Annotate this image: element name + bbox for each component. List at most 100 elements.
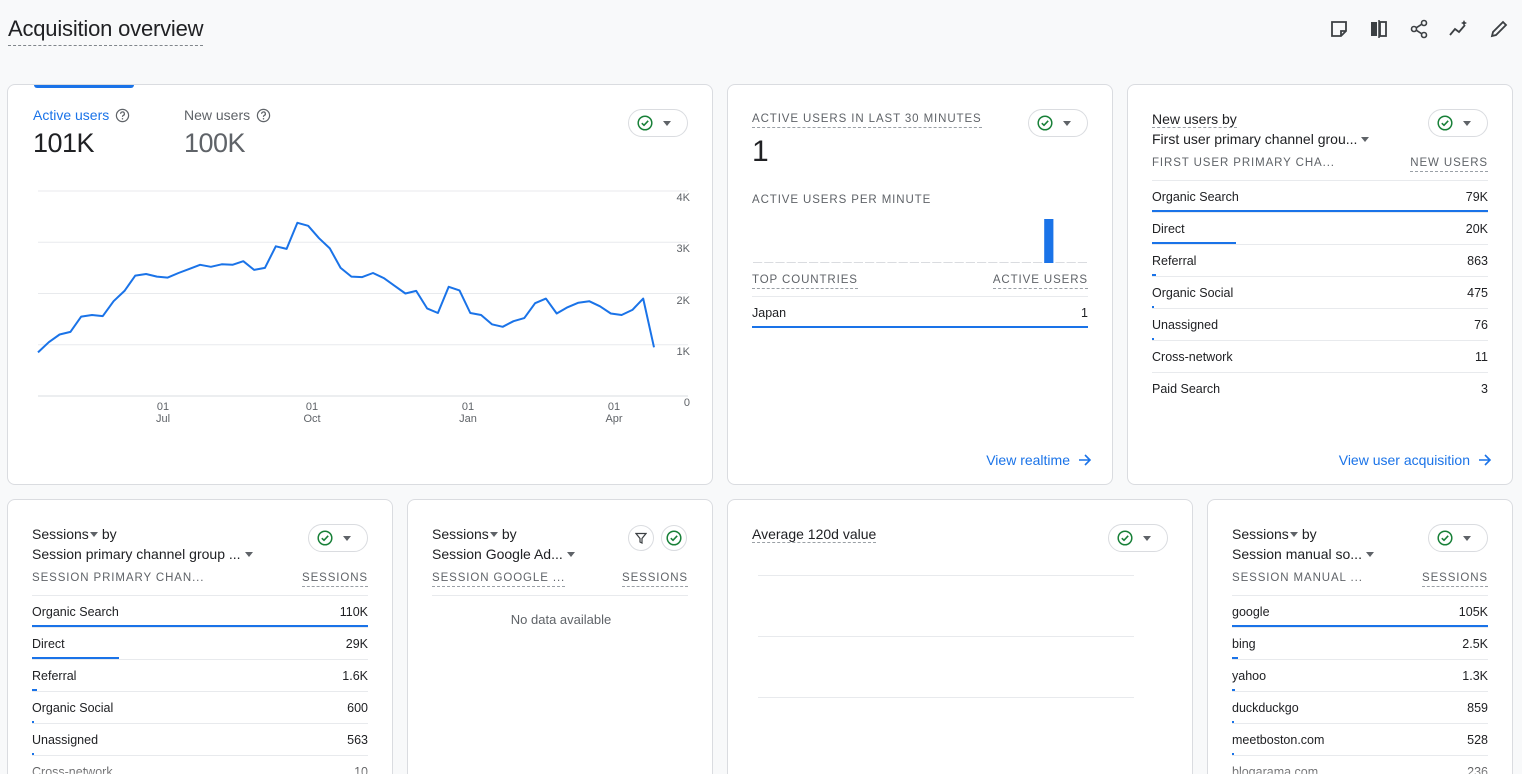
table-row[interactable]: Cross-network 11: [1152, 340, 1488, 372]
row-name: Referral: [1152, 254, 1197, 268]
data-quality-dropdown[interactable]: [628, 109, 688, 137]
table-row[interactable]: bing 2.5K: [1232, 627, 1488, 659]
row-value: 528: [1467, 733, 1488, 747]
realtime-title: ACTIVE USERS IN LAST 30 MINUTES: [752, 113, 982, 128]
share-icon[interactable]: [1406, 16, 1432, 42]
caret-down-icon: [566, 551, 575, 557]
dimension-selector[interactable]: Session Google Ad...: [432, 544, 577, 564]
table-row[interactable]: Direct 20K: [1152, 212, 1488, 244]
data-quality-dropdown[interactable]: [1428, 109, 1488, 137]
caret-down-icon: [1289, 531, 1298, 537]
row-name: Unassigned: [32, 733, 99, 747]
table-row[interactable]: Organic Search 79K: [1152, 180, 1488, 212]
row-value: 475: [1467, 286, 1488, 300]
active-users-tab[interactable]: Active users 101K: [33, 107, 130, 159]
col-active-users: ACTIVE USERS: [992, 274, 1088, 289]
row-bar: [1232, 625, 1488, 627]
table-row[interactable]: blogarama.com 236: [1232, 755, 1488, 774]
data-quality-dropdown[interactable]: [308, 524, 368, 552]
dimension-selector[interactable]: Session primary channel group ...: [32, 544, 255, 564]
row-value: 600: [347, 701, 368, 715]
compare-icon[interactable]: [1366, 16, 1392, 42]
help-icon[interactable]: [115, 108, 130, 123]
arrow-right-icon: [1079, 454, 1092, 466]
active-tab-indicator: [34, 85, 134, 88]
table-row[interactable]: Paid Search 3: [1152, 372, 1488, 404]
row-name: bing: [1232, 637, 1256, 651]
active-users-value: 101K: [33, 128, 95, 158]
table-row[interactable]: google 105K: [1232, 595, 1488, 627]
edit-icon[interactable]: [1486, 16, 1512, 42]
minute-baseline: [1077, 262, 1087, 263]
table-row[interactable]: Unassigned 76: [1152, 308, 1488, 340]
help-icon[interactable]: [256, 108, 271, 123]
y-tick-label: 3K: [676, 243, 690, 255]
row-bar: [32, 753, 35, 755]
gridline: [758, 575, 1134, 576]
active-users-label: Active users: [33, 107, 110, 123]
table-row[interactable]: Organic Search 110K: [32, 595, 368, 627]
minute-baseline: [842, 262, 852, 263]
table-row[interactable]: Cross-network 10: [32, 755, 368, 774]
metric-selector[interactable]: Sessions: [32, 526, 100, 542]
row-bar: [32, 657, 120, 659]
chevron-down-icon: [663, 120, 671, 126]
metric-selector[interactable]: Sessions: [432, 526, 500, 542]
card-title-line1: New users by: [1152, 111, 1237, 128]
filter-button[interactable]: [628, 525, 654, 551]
table-row[interactable]: Direct 29K: [32, 627, 368, 659]
table-divider: [432, 595, 688, 596]
minute-baseline: [764, 262, 774, 263]
view-user-acquisition-link[interactable]: View user acquisition: [1339, 452, 1492, 468]
row-value: 1.6K: [342, 669, 368, 683]
table-row[interactable]: meetboston.com 528: [1232, 723, 1488, 755]
dimension-selector[interactable]: First user primary channel grou...: [1152, 129, 1371, 149]
row-value: 1: [1081, 306, 1088, 320]
col-metric: SESSIONS: [622, 572, 688, 587]
sessions-by-channel-card: Sessions by Session primary channel group…: [7, 499, 393, 774]
y-tick-label: 0: [683, 397, 690, 409]
row-value: 11: [1475, 350, 1488, 364]
table-row[interactable]: Organic Social 600: [32, 691, 368, 723]
row-value: 105K: [1458, 605, 1488, 619]
gridline: [758, 697, 1134, 698]
data-quality-dropdown[interactable]: [1428, 524, 1488, 552]
data-quality-dropdown[interactable]: [1028, 109, 1088, 137]
card-title: Sessions by Session primary channel group…: [32, 524, 255, 564]
table-row[interactable]: Unassigned 563: [32, 723, 368, 755]
minute-baseline: [954, 262, 964, 263]
table-header: SESSION MANUAL ... SESSIONS: [1232, 572, 1488, 587]
table-row[interactable]: Referral 1.6K: [32, 659, 368, 691]
table-row[interactable]: yahoo 1.3K: [1232, 659, 1488, 691]
new-users-by-channel-card: New users by First user primary channel …: [1127, 84, 1513, 485]
active-users-series-line: [37, 221, 655, 354]
data-quality-dropdown[interactable]: [1108, 524, 1168, 552]
note-icon[interactable]: [1326, 16, 1352, 42]
data-quality-button[interactable]: [661, 525, 687, 551]
minute-baseline: [898, 262, 908, 263]
new-users-tab[interactable]: New users 100K: [184, 107, 271, 159]
dimension-selector[interactable]: Session manual so...: [1232, 544, 1376, 564]
row-name: duckduckgo: [1232, 701, 1299, 715]
minute-baseline: [786, 262, 796, 263]
row-bar: [1152, 274, 1156, 276]
arrow-right-icon: [1479, 454, 1492, 466]
table-row[interactable]: Organic Social 475: [1152, 276, 1488, 308]
row-bar: [1152, 338, 1155, 340]
minute-baseline: [1021, 262, 1031, 263]
table-row[interactable]: duckduckgo 859: [1232, 691, 1488, 723]
y-tick-label: 1K: [676, 346, 690, 358]
row-value: 76: [1474, 318, 1488, 332]
insights-icon[interactable]: [1446, 16, 1472, 42]
minute-baseline: [999, 262, 1009, 263]
table-row[interactable]: Japan 1: [752, 296, 1088, 328]
metric-selector[interactable]: Sessions: [1232, 526, 1300, 542]
minute-baseline: [943, 262, 953, 263]
view-realtime-link[interactable]: View realtime: [986, 452, 1092, 468]
row-bar: [1232, 753, 1234, 755]
minute-baseline: [988, 262, 998, 263]
row-value: 79K: [1465, 190, 1488, 204]
table-row[interactable]: Referral 863: [1152, 244, 1488, 276]
row-name: google: [1232, 605, 1270, 619]
row-name: yahoo: [1232, 669, 1267, 683]
